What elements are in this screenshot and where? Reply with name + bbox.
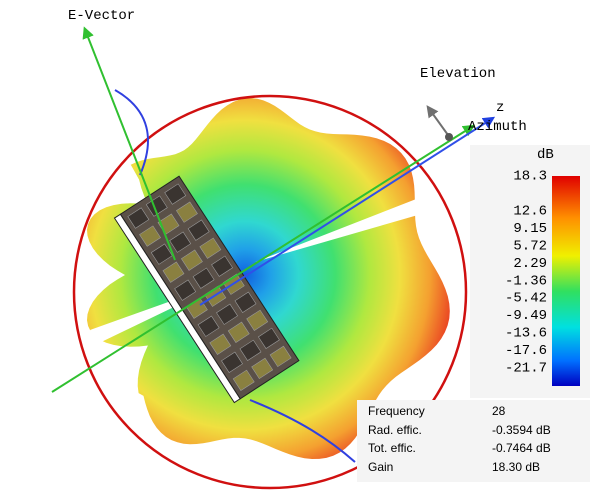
- elevation-arrow: [426, 105, 449, 136]
- antenna-cell: [169, 231, 192, 253]
- colorbar-tick-label: -17.6: [505, 343, 547, 359]
- antenna-cell: [234, 291, 257, 313]
- colorbar-unit: dB: [537, 147, 554, 163]
- x-axis: [51, 124, 476, 393]
- colorbar-tick-label: -9.49: [505, 308, 547, 324]
- antenna-cell: [269, 345, 292, 368]
- antenna-cell: [227, 321, 250, 343]
- info-row: Gain 18.30 dB: [368, 458, 588, 476]
- e-vector-axis: [82, 26, 176, 261]
- info-value: -0.3594 dB: [492, 422, 551, 437]
- colorbar-tick-label: 12.6: [513, 204, 547, 220]
- antenna-cell: [164, 183, 187, 205]
- info-row: Rad. effic. -0.3594 dB: [368, 421, 588, 439]
- colorbar-tick-label: -5.42: [505, 291, 547, 307]
- colorbar: [552, 176, 580, 386]
- info-key: Tot. effic.: [368, 441, 416, 455]
- antenna-cell: [127, 207, 150, 229]
- antenna-cell: [162, 261, 185, 283]
- info-box: Frequency 28 Rad. effic. -0.3594 dB Tot. eff…: [357, 400, 590, 482]
- pattern-gap: [255, 178, 470, 262]
- antenna-cell: [239, 339, 262, 361]
- antenna-cell: [174, 279, 197, 301]
- antenna-cell: [180, 249, 203, 271]
- antenna-cell: [187, 219, 210, 241]
- antenna-cell: [192, 267, 215, 289]
- info-value: 18.30 dB: [492, 459, 541, 474]
- theta-arc: [114, 89, 149, 176]
- antenna-cell: [197, 315, 220, 337]
- info-row: Tot. effic. -0.7464 dB: [368, 439, 588, 457]
- info-value: 28: [492, 404, 506, 418]
- antenna-cell: [199, 237, 222, 259]
- info-key: Frequency: [368, 404, 425, 418]
- antenna-cell: [246, 309, 269, 331]
- colorbar-tick-label: 5.72: [513, 239, 547, 255]
- label: Azimuth: [468, 119, 527, 135]
- antenna-cell: [139, 225, 161, 247]
- info-row: Frequency 28: [368, 402, 588, 420]
- antenna-cell: [232, 369, 255, 392]
- origin-dot: [445, 133, 453, 141]
- antenna-cell: [176, 201, 198, 223]
- antenna-cell: [251, 357, 274, 380]
- antenna-cell: [221, 351, 243, 373]
- colorbar-tick-label: 2.29: [513, 256, 547, 272]
- colorbar-tick-label: -1.36: [505, 273, 547, 289]
- colorbar-tick-label: 9.15: [513, 221, 547, 237]
- antenna-cell: [145, 195, 168, 217]
- info-key: Gain: [368, 459, 394, 474]
- label: z: [496, 100, 504, 116]
- antenna-cell: [216, 303, 238, 325]
- label: E-Vector: [68, 8, 135, 24]
- colorbar-tick-label: -13.6: [505, 326, 547, 342]
- axis-circle: [72, 94, 468, 490]
- azimuth-axis: [199, 116, 496, 306]
- antenna-cell: [211, 255, 234, 277]
- info-value: -0.7464 dB: [492, 441, 551, 455]
- antenna-cell: [257, 327, 280, 350]
- info-key: Rad. effic.: [368, 422, 422, 437]
- colorbar-tick-label: -21.7: [505, 360, 547, 376]
- antenna-cell: [150, 243, 173, 265]
- theta-arc: [249, 399, 356, 463]
- colorbar-tick-label: 18.3: [513, 169, 547, 185]
- label: Elevation: [420, 66, 496, 82]
- antenna-cell: [209, 333, 232, 355]
